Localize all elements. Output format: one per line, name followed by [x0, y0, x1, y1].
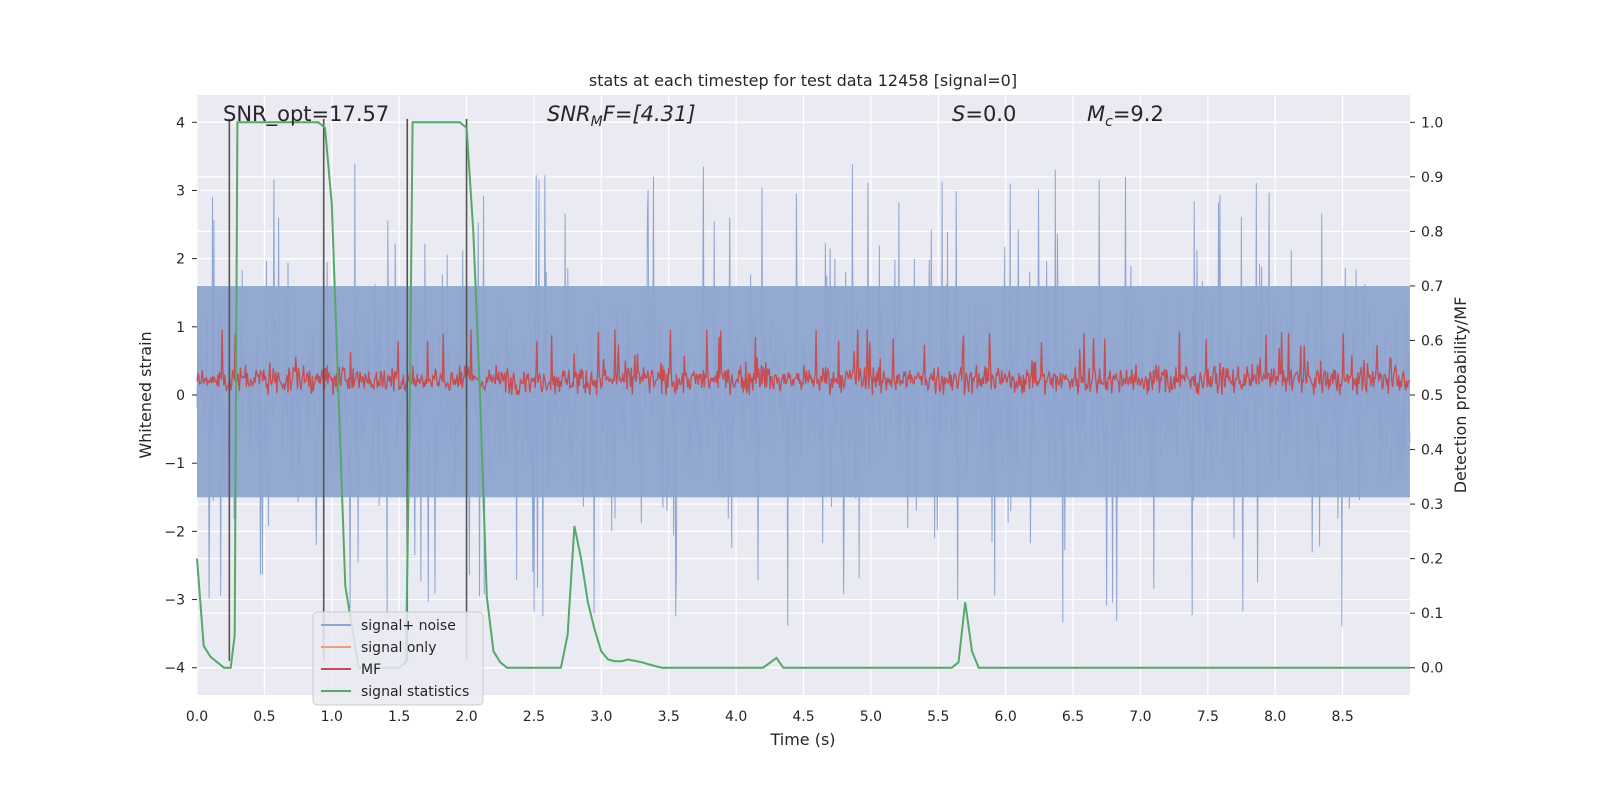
y-tick-label: 0	[176, 388, 185, 404]
y2-tick-label: 0.1	[1421, 606, 1443, 622]
y-tick-label: −4	[164, 661, 185, 677]
y-tick-labels: −4 −3 −2 −1 0 1 2 3 4	[164, 115, 197, 677]
x-axis-label: Time (s)	[769, 730, 835, 749]
y2-tick-label: 0.9	[1421, 170, 1443, 186]
y-tick-label: 1	[176, 320, 185, 336]
y2-axis-label: Detection probability/MF	[1451, 297, 1470, 494]
mf-line	[196, 329, 1411, 396]
chart-title: stats at each timestep for test data 124…	[589, 71, 1017, 90]
x-tick-labels: 0.0 0.5 1.0 1.5 2.0 2.5 3.0 3.5 4.0 4.5 5.0 5.5 6.0 6…	[186, 709, 1354, 725]
legend: signal+ noise signal only MF signal stat…	[312, 611, 484, 706]
x-tick-label: 0.0	[186, 709, 208, 725]
annotation-s: S=0.0	[952, 102, 1016, 126]
x-tick-label: 1.0	[321, 709, 343, 725]
x-tick-label: 4.0	[725, 709, 747, 725]
y-tick-label: 3	[176, 183, 185, 199]
annotation-snr-mf-rest: F=[4.31]	[603, 102, 696, 126]
x-tick-label: 8.0	[1264, 709, 1286, 725]
y-tick-label: −2	[164, 524, 185, 540]
y-axis-label: Whitened strain	[136, 331, 155, 458]
y2-tick-label: 0.8	[1421, 224, 1443, 240]
annotation-snr-mf: SNRMF=[4.31]	[547, 102, 696, 130]
x-tick-label: 6.0	[995, 709, 1017, 725]
x-tick-label: 5.0	[860, 709, 882, 725]
y-tick-label: 4	[176, 115, 185, 131]
y2-tick-label: 0.5	[1421, 388, 1443, 404]
x-tick-label: 8.5	[1331, 709, 1353, 725]
annotation-mc-rest: =9.2	[1113, 102, 1164, 126]
annotation-mc-sub: c	[1105, 114, 1113, 130]
annotation-snr-opt: SNR_opt=17.57	[223, 102, 389, 127]
series-signal-statistics	[196, 121, 1410, 669]
annotation-mc: Mc=9.2	[1087, 102, 1164, 130]
x-tick-label: 4.5	[792, 709, 814, 725]
legend-label-mf: MF	[361, 662, 381, 678]
x-tick-label: 3.0	[590, 709, 612, 725]
y2-tick-label: 0.6	[1421, 333, 1443, 349]
annotation-snr-mf-main: SNR	[547, 102, 591, 126]
x-tick-label: 2.5	[523, 709, 545, 725]
y-tick-label: 2	[176, 252, 185, 268]
y-tick-label: −3	[164, 593, 185, 609]
x-tick-label: 7.0	[1129, 709, 1151, 725]
y-tick-label: −1	[164, 456, 185, 472]
y2-tick-label: 0.4	[1421, 443, 1443, 459]
x-tick-label: 6.5	[1062, 709, 1084, 725]
legend-box	[312, 611, 484, 706]
legend-label-signal-statistics: signal statistics	[361, 684, 469, 700]
x-tick-label: 7.5	[1197, 709, 1219, 725]
y2-tick-labels: 0.0 0.1 0.2 0.3 0.4 0.5 0.6 0.7 0.8 0.9 1.0	[1410, 115, 1443, 677]
x-tick-label: 5.5	[927, 709, 949, 725]
annotation-s-main: S	[952, 102, 965, 126]
annotation-snr-mf-sub: M	[591, 114, 603, 130]
plot-axes	[196, 95, 1411, 695]
y2-tick-label: 0.0	[1421, 661, 1443, 677]
x-tick-label: 2.0	[455, 709, 477, 725]
y2-tick-label: 0.7	[1421, 279, 1443, 295]
series-signal-noise	[196, 163, 1411, 627]
annotation-s-rest: =0.0	[965, 102, 1016, 126]
series-mf	[196, 329, 1411, 396]
y2-tick-label: 0.3	[1421, 497, 1443, 513]
annotation-mc-main: M	[1087, 102, 1105, 126]
signal-noise-line	[196, 163, 1411, 627]
signal-statistics-line	[196, 121, 1410, 669]
legend-label-signal-only: signal only	[361, 640, 436, 656]
x-tick-label: 0.5	[253, 709, 275, 725]
y2-tick-label: 0.2	[1421, 552, 1443, 568]
legend-label-signal-noise: signal+ noise	[361, 618, 456, 634]
y2-tick-label: 1.0	[1421, 115, 1443, 131]
x-tick-label: 1.5	[388, 709, 410, 725]
x-tick-label: 3.5	[658, 709, 680, 725]
